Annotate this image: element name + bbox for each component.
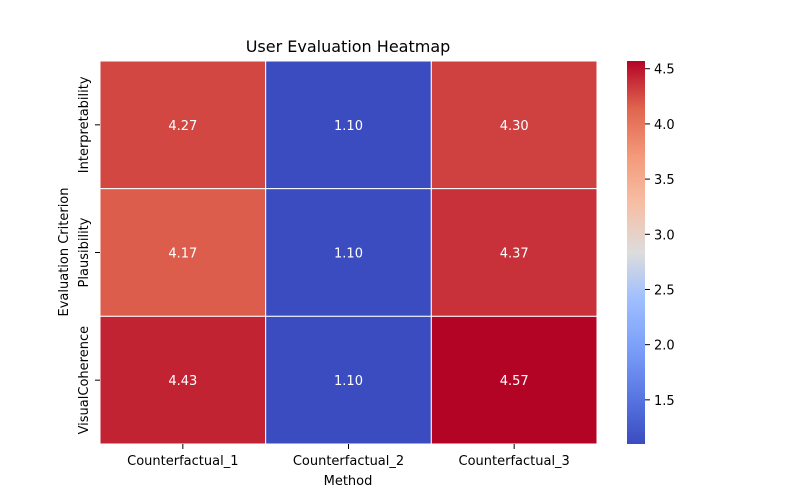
y-tick-label: Interpretability — [77, 76, 92, 173]
x-axis: Counterfactual_1 Counterfactual_2 Counterf… — [127, 444, 570, 469]
chart-title: User Evaluation Heatmap — [246, 37, 451, 56]
heatmap-cell — [99, 315, 267, 445]
cell-value-label: 4.30 — [500, 119, 529, 134]
colorbar-tick-label: 2.5 — [654, 283, 675, 298]
y-tick-label: VisualCoherence — [77, 326, 92, 435]
heatmap-cell — [265, 188, 432, 317]
cell-value-label: 1.10 — [334, 247, 363, 262]
heatmap-cell — [430, 188, 598, 317]
x-tick-label: Counterfactual_2 — [293, 454, 404, 469]
cell-value-label: 4.37 — [500, 247, 529, 262]
x-axis-label: Method — [324, 474, 373, 489]
cell-value-label: 1.10 — [334, 119, 363, 134]
colorbar-tick-label: 3.5 — [654, 173, 675, 188]
heatmap-cell — [430, 60, 598, 190]
cell-value-label: 4.27 — [168, 119, 197, 134]
colorbar-axis: 1.5 2.0 2.5 3.0 3.5 4.0 4.5 — [645, 63, 675, 409]
heatmap-cell — [99, 188, 267, 317]
heatmap-cells: 4.27 1.10 4.30 4.17 1.10 4.37 4.43 1.10 4.57 — [99, 60, 598, 445]
cell-value-label: 4.17 — [168, 247, 197, 262]
heatmap-cell — [265, 315, 432, 445]
y-axis-label: Evaluation Criterion — [57, 187, 72, 316]
y-tick-label: Plausibility — [77, 217, 92, 287]
colorbar-tick-label: 4.0 — [654, 118, 675, 133]
colorbar-tick-label: 1.5 — [654, 394, 675, 409]
colorbar — [627, 61, 645, 444]
heatmap-cell — [265, 60, 432, 190]
heatmap-cell — [99, 60, 267, 190]
cell-value-label: 4.43 — [168, 374, 197, 389]
colorbar-tick-label: 4.5 — [654, 63, 675, 78]
colorbar-tick-label: 3.0 — [654, 228, 675, 243]
y-axis: Interpretability Plausibility VisualCohere… — [77, 76, 100, 434]
colorbar-tick-label: 2.0 — [654, 339, 675, 354]
x-tick-label: Counterfactual_3 — [459, 454, 570, 469]
cell-value-label: 4.57 — [500, 374, 529, 389]
cell-value-label: 1.10 — [334, 374, 363, 389]
x-tick-label: Counterfactual_1 — [127, 454, 238, 469]
